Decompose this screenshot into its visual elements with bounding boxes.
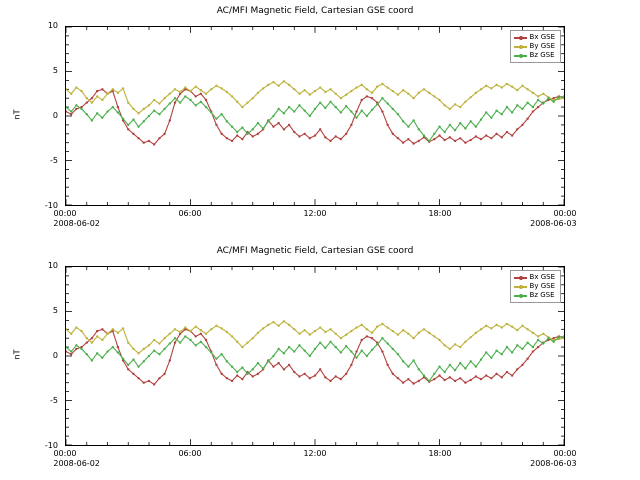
x-tick-label: 06:00 [178, 449, 202, 458]
legend-label: By GSE [529, 42, 555, 50]
legend-label: Bz GSE [529, 291, 555, 299]
legend: Bx GSE By GSE Bz GSE [509, 270, 561, 303]
chart-canvas [66, 27, 564, 205]
y-tick-label: 10 [47, 261, 58, 270]
legend-label: Bz GSE [529, 51, 555, 59]
x-tick-label: 18:00 [428, 449, 452, 458]
legend-item-bz: Bz GSE [513, 291, 555, 300]
chart-panel-top: AC/MFI Magnetic Field, Cartesian GSE coo… [12, 6, 577, 228]
y-tick-label: -10 [44, 201, 58, 210]
x-axis-date-start: 2008-06-02 [53, 459, 100, 468]
legend-item-by: By GSE [513, 42, 555, 51]
legend-line-bx-icon [513, 275, 527, 280]
chart-title: AC/MFI Magnetic Field, Cartesian GSE coo… [216, 6, 414, 16]
legend-line-by-icon [513, 44, 527, 49]
plot-area: Bx GSE By GSE Bz GSE [65, 266, 565, 446]
x-tick-label: 12:00 [303, 449, 327, 458]
y-tick-label: -5 [50, 396, 58, 405]
legend-line-by-icon [513, 284, 527, 289]
x-tick-label: 18:00 [428, 209, 452, 218]
y-tick-label: 5 [52, 66, 58, 75]
legend-line-bz-icon [513, 53, 527, 58]
x-tick-label: 00:00 [53, 449, 77, 458]
x-tick-label: 00:00 [553, 209, 577, 218]
legend-item-bz: Bz GSE [513, 51, 555, 60]
legend-line-bx-icon [513, 35, 527, 40]
x-axis-date-end: 2008-06-03 [530, 459, 577, 468]
legend-label: Bx GSE [529, 273, 555, 281]
x-tick-label: 00:00 [553, 449, 577, 458]
chart-panel-bottom: AC/MFI Magnetic Field, Cartesian GSE coo… [0, 240, 640, 480]
y-tick-label: 0 [52, 351, 58, 360]
legend-item-by: By GSE [513, 282, 555, 291]
plot-area: Bx GSE By GSE Bz GSE [65, 26, 565, 206]
y-tick-label: 10 [47, 21, 58, 30]
legend-line-bz-icon [513, 293, 527, 298]
legend-item-bx: Bx GSE [513, 273, 555, 282]
y-tick-label: 0 [52, 111, 58, 120]
y-tick-label: -10 [44, 441, 58, 450]
chart-canvas [66, 267, 564, 445]
legend-item-bx: Bx GSE [513, 33, 555, 42]
legend-label: Bx GSE [529, 33, 555, 41]
y-tick-label: 5 [52, 306, 58, 315]
x-axis-date-start: 2008-06-02 [53, 219, 100, 228]
x-tick-label: 12:00 [303, 209, 327, 218]
x-tick-label: 06:00 [178, 209, 202, 218]
legend-label: By GSE [529, 282, 555, 290]
y-tick-label: -5 [50, 156, 58, 165]
x-axis-date-end: 2008-06-03 [530, 219, 577, 228]
legend: Bx GSE By GSE Bz GSE [509, 30, 561, 63]
chart-title: AC/MFI Magnetic Field, Cartesian GSE coo… [216, 246, 414, 256]
x-tick-label: 00:00 [53, 209, 77, 218]
